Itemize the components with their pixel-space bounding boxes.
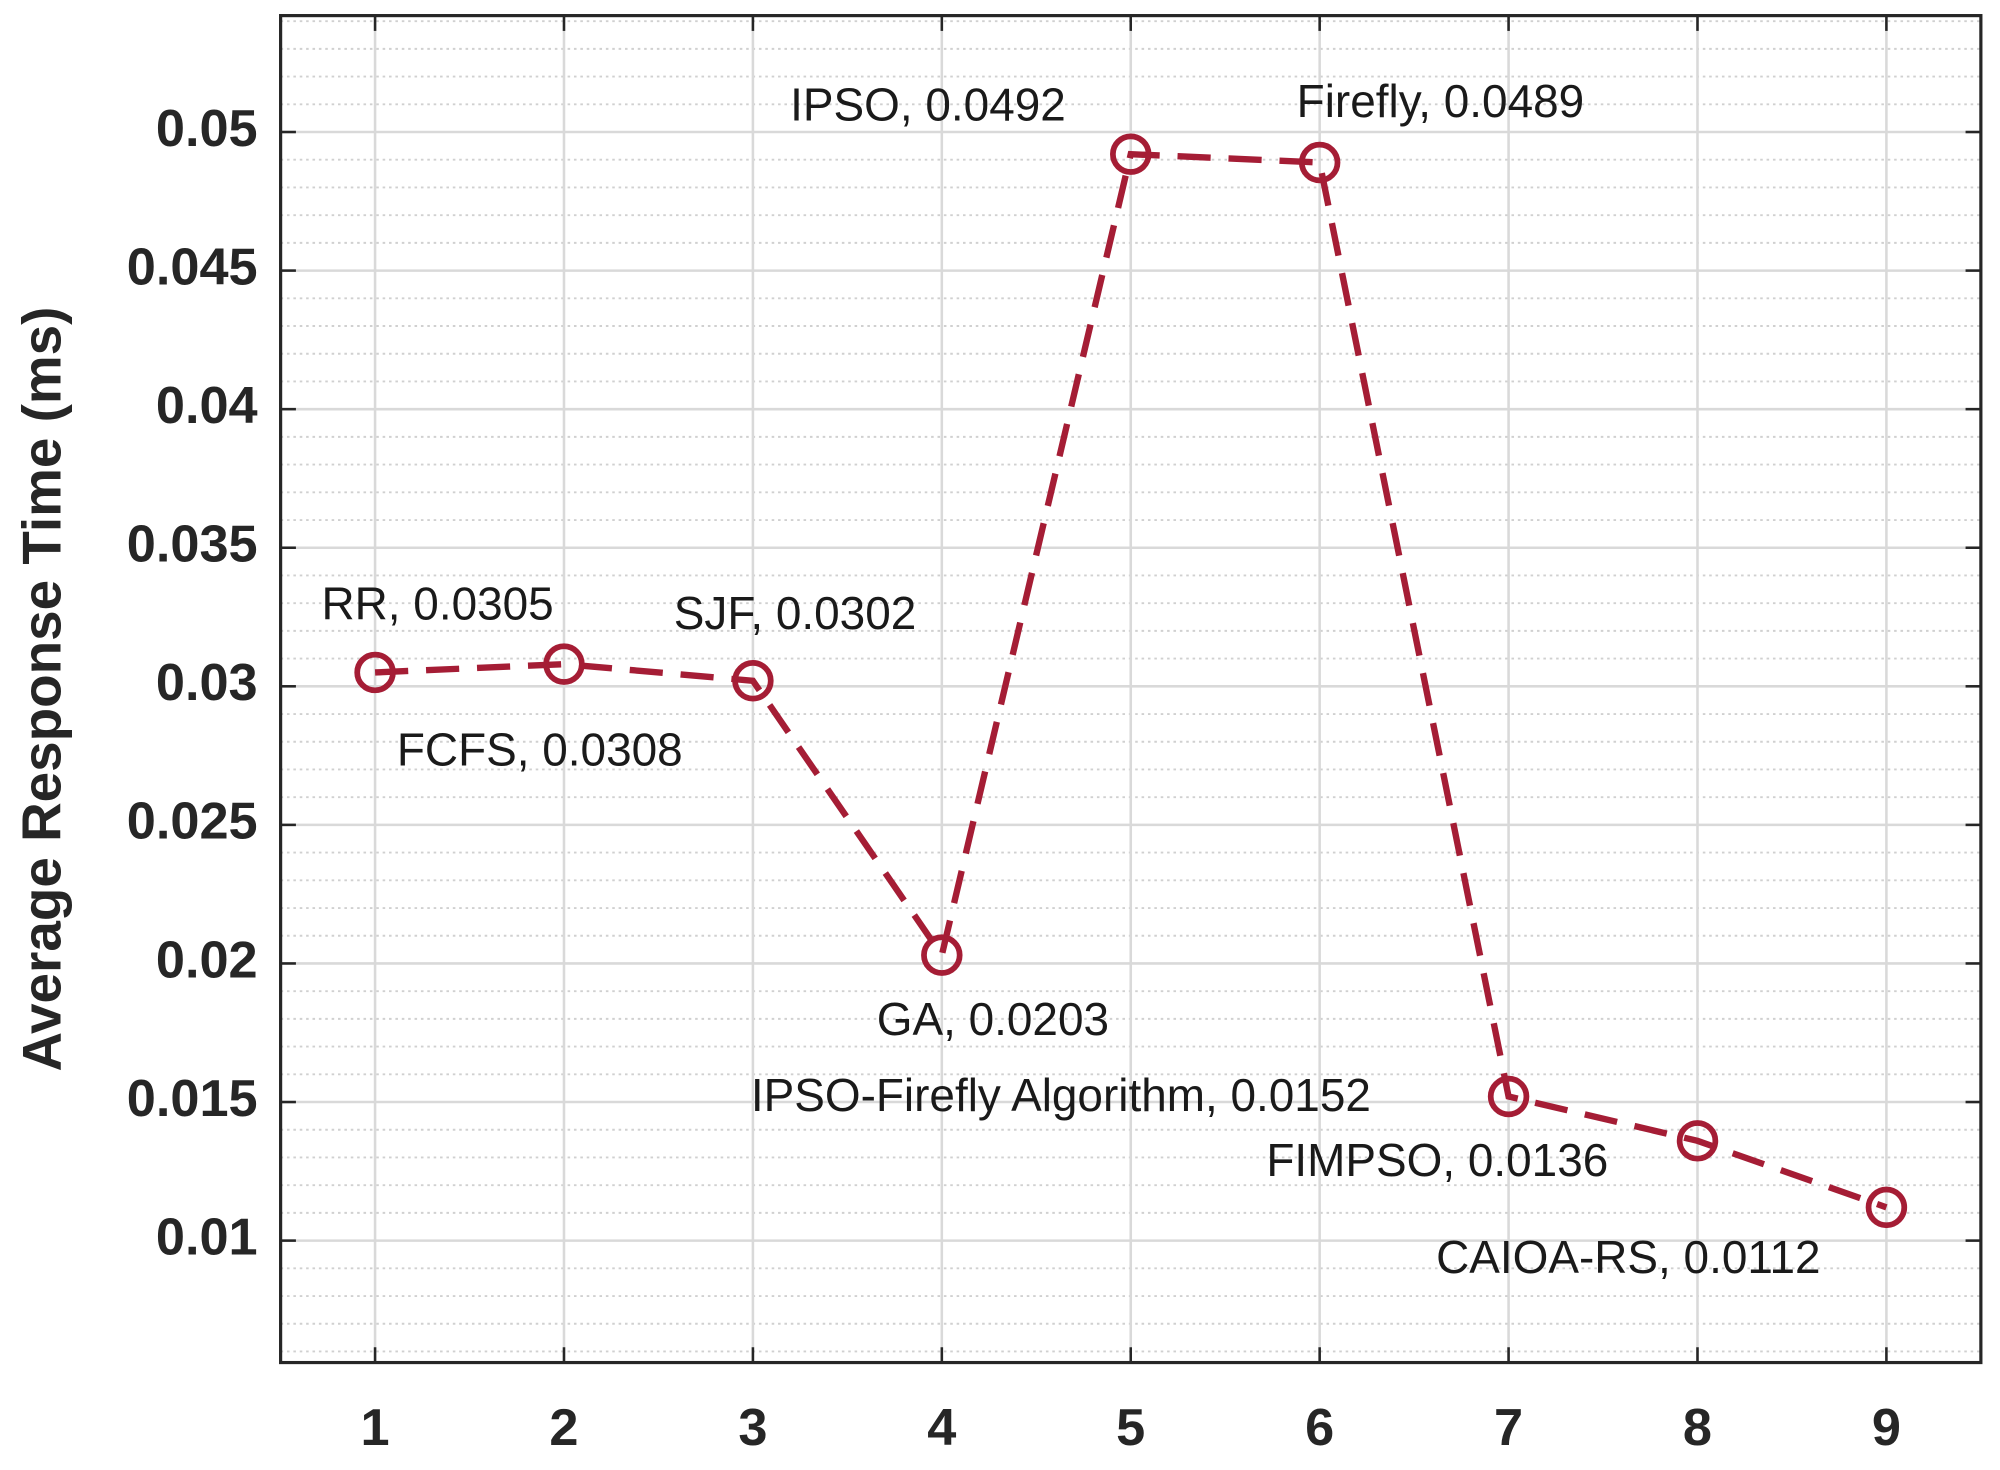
y-tick-label: 0.03 <box>156 654 258 712</box>
data-label: IPSO, 0.0492 <box>790 78 1066 130</box>
y-tick-label: 0.025 <box>127 793 258 851</box>
marker <box>1110 133 1152 175</box>
marker <box>1487 1075 1530 1118</box>
x-tick-label: 5 <box>1116 1399 1145 1457</box>
y-tick-label: 0.05 <box>156 100 258 158</box>
axes-box <box>279 14 1983 1365</box>
x-tick-label: 3 <box>738 1399 767 1457</box>
x-tick-label: 4 <box>927 1399 956 1457</box>
y-tick-label: 0.01 <box>156 1208 258 1266</box>
marker <box>732 660 774 702</box>
y-tick-label: 0.035 <box>127 516 258 574</box>
marker <box>1676 1120 1719 1162</box>
x-tick-label: 9 <box>1872 1399 1901 1457</box>
x-tick-label: 2 <box>549 1399 578 1457</box>
data-label: Firefly, 0.0489 <box>1297 75 1584 127</box>
marker <box>1865 1186 1908 1229</box>
data-label: FIMPSO, 0.0136 <box>1266 1134 1608 1186</box>
x-tick-label: 8 <box>1683 1399 1712 1457</box>
data-label: SJF, 0.0302 <box>674 587 916 639</box>
y-tick-label: 0.04 <box>156 377 258 435</box>
y-tick-label: 0.015 <box>127 1070 258 1128</box>
marker <box>354 651 396 694</box>
x-tick-label: 1 <box>361 1399 390 1457</box>
data-label: FCFS, 0.0308 <box>397 724 683 776</box>
data-label: CAIOA-RS, 0.0112 <box>1436 1231 1820 1283</box>
data-label: RR, 0.0305 <box>321 578 553 630</box>
marker <box>921 934 963 976</box>
line <box>374 150 1888 1211</box>
y-tick-label: 0.02 <box>156 931 258 989</box>
y-tick-label: 0.045 <box>127 238 258 296</box>
y-axis-label: Average Response Time (ms) <box>10 307 72 1072</box>
x-tick-label: 7 <box>1494 1399 1523 1457</box>
marker <box>543 643 585 685</box>
data-label: IPSO-Firefly Algorithm, 0.0152 <box>751 1069 1371 1121</box>
x-tick-label: 6 <box>1305 1399 1334 1457</box>
marker <box>1298 141 1341 184</box>
data-label: GA, 0.0203 <box>877 993 1109 1045</box>
